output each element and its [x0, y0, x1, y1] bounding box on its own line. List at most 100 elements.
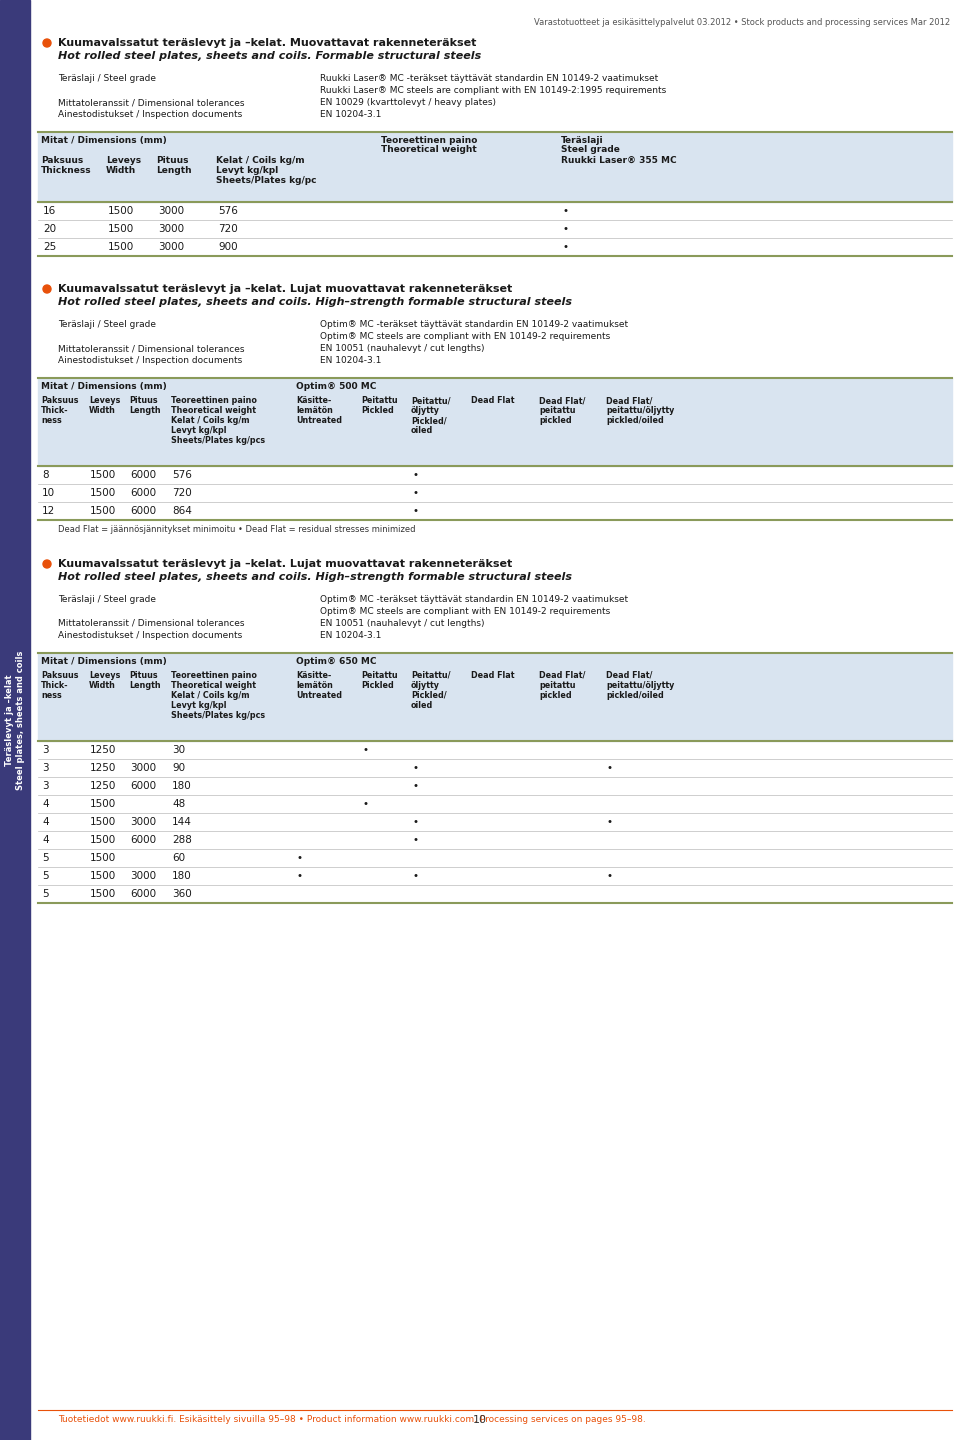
Text: Ainestodistukset / Inspection documents: Ainestodistukset / Inspection documents: [58, 356, 242, 364]
Text: 6000: 6000: [130, 780, 156, 791]
Text: 90: 90: [172, 763, 185, 773]
Text: 10: 10: [42, 488, 55, 498]
Text: 1250: 1250: [90, 744, 116, 755]
Text: Pituus: Pituus: [129, 396, 157, 405]
Text: Levyt kg/kpl: Levyt kg/kpl: [171, 701, 227, 710]
Text: Levyt kg/kpl: Levyt kg/kpl: [216, 166, 278, 176]
Text: Pickled/: Pickled/: [411, 416, 446, 425]
Text: Length: Length: [129, 681, 160, 690]
Text: •: •: [412, 871, 418, 881]
Text: •: •: [297, 852, 303, 863]
Text: 1500: 1500: [108, 225, 134, 233]
Text: Optim® MC -teräkset täyttävät standardin EN 10149-2 vaatimukset: Optim® MC -teräkset täyttävät standardin…: [320, 595, 628, 603]
Text: pickled/oiled: pickled/oiled: [606, 416, 663, 425]
Text: 180: 180: [172, 871, 192, 881]
Text: 48: 48: [172, 799, 185, 809]
Text: 8: 8: [42, 469, 49, 480]
Text: 1500: 1500: [90, 888, 116, 899]
Text: öljytty: öljytty: [411, 406, 440, 415]
Text: 12: 12: [42, 505, 56, 516]
Text: Ruukki Laser® MC -teräkset täyttävät standardin EN 10149-2 vaatimukset: Ruukki Laser® MC -teräkset täyttävät sta…: [320, 73, 659, 84]
Text: 1500: 1500: [90, 835, 116, 845]
Text: peitattu: peitattu: [539, 406, 575, 415]
Text: •: •: [563, 206, 569, 216]
Text: Sheets/Plates kg/pc: Sheets/Plates kg/pc: [216, 176, 317, 184]
Text: Käsitte-: Käsitte-: [296, 671, 331, 680]
Text: Theoretical weight: Theoretical weight: [381, 145, 477, 154]
Text: 3000: 3000: [158, 242, 184, 252]
Text: pickled/oiled: pickled/oiled: [606, 691, 663, 700]
Text: Teoreettinen paino: Teoreettinen paino: [381, 135, 477, 145]
Text: Kuumavalssatut teräslevyt ja –kelat. Lujat muovattavat rakenneteräkset: Kuumavalssatut teräslevyt ja –kelat. Luj…: [58, 559, 513, 569]
Text: Mitat / Dimensions (mm): Mitat / Dimensions (mm): [41, 382, 167, 392]
Text: Peitattu: Peitattu: [361, 396, 397, 405]
Text: 1500: 1500: [108, 242, 134, 252]
Text: ness: ness: [41, 691, 61, 700]
Text: 3000: 3000: [130, 763, 156, 773]
Text: 4: 4: [42, 799, 49, 809]
Text: peitattu/öljytty: peitattu/öljytty: [606, 681, 674, 690]
Text: 30: 30: [172, 744, 185, 755]
Text: Tuotetiedot www.ruukki.fi. Esikäsittely sivuilla 95–98 • Product information www: Tuotetiedot www.ruukki.fi. Esikäsittely …: [58, 1416, 646, 1424]
Text: Optim® 650 MC: Optim® 650 MC: [296, 657, 376, 665]
Text: 144: 144: [172, 816, 192, 827]
Text: •: •: [412, 835, 418, 845]
Text: 3000: 3000: [158, 225, 184, 233]
Text: oiled: oiled: [411, 701, 433, 710]
Text: 180: 180: [172, 780, 192, 791]
Text: Pickled: Pickled: [361, 406, 394, 415]
Text: •: •: [607, 763, 613, 773]
Text: Leveys: Leveys: [89, 396, 120, 405]
Text: Untreated: Untreated: [296, 416, 342, 425]
Text: •: •: [607, 871, 613, 881]
Text: 6000: 6000: [130, 488, 156, 498]
Text: Pituus: Pituus: [156, 156, 188, 166]
Text: Kuumavalssatut teräslevyt ja –kelat. Lujat muovattavat rakenneteräkset: Kuumavalssatut teräslevyt ja –kelat. Luj…: [58, 284, 513, 294]
Text: Dead Flat/: Dead Flat/: [539, 671, 586, 680]
Text: Width: Width: [89, 681, 116, 690]
Text: 4: 4: [42, 835, 49, 845]
Text: Theoretical weight: Theoretical weight: [171, 406, 256, 415]
Text: Optim® MC steels are compliant with EN 10149-2 requirements: Optim® MC steels are compliant with EN 1…: [320, 333, 611, 341]
Text: 1250: 1250: [90, 780, 116, 791]
Text: Teräslevyt ja –kelat
Steel plates, sheets and coils: Teräslevyt ja –kelat Steel plates, sheet…: [5, 651, 25, 789]
Text: lemätön: lemätön: [296, 681, 333, 690]
Text: pickled: pickled: [539, 691, 571, 700]
Text: Thick-: Thick-: [41, 406, 68, 415]
Text: Steel grade: Steel grade: [561, 145, 620, 154]
Text: 3: 3: [42, 744, 49, 755]
Text: Length: Length: [129, 406, 160, 415]
Text: Kuumavalssatut teräslevyt ja –kelat. Muovattavat rakenneteräkset: Kuumavalssatut teräslevyt ja –kelat. Muo…: [58, 37, 476, 48]
Text: Teoreettinen paino: Teoreettinen paino: [171, 671, 257, 680]
Text: 4: 4: [42, 816, 49, 827]
Text: 6000: 6000: [130, 469, 156, 480]
Text: •: •: [607, 816, 613, 827]
Text: EN 10051 (nauhalevyt / cut lengths): EN 10051 (nauhalevyt / cut lengths): [320, 619, 485, 628]
Text: •: •: [297, 871, 303, 881]
Text: peitattu: peitattu: [539, 681, 575, 690]
Text: Kelat / Coils kg/m: Kelat / Coils kg/m: [171, 416, 250, 425]
Text: öljytty: öljytty: [411, 681, 440, 690]
Text: Pickled/: Pickled/: [411, 691, 446, 700]
Text: Mittatoleranssit / Dimensional tolerances: Mittatoleranssit / Dimensional tolerance…: [58, 619, 245, 628]
Text: 10: 10: [473, 1416, 487, 1426]
Text: Dead Flat: Dead Flat: [471, 396, 515, 405]
Text: •: •: [412, 780, 418, 791]
Text: Teräslaji: Teräslaji: [561, 135, 604, 145]
Text: Peitattu/: Peitattu/: [411, 396, 450, 405]
Text: Pickled: Pickled: [361, 681, 394, 690]
Text: 720: 720: [172, 488, 192, 498]
Text: 5: 5: [42, 852, 49, 863]
Text: Hot rolled steel plates, sheets and coils. Formable structural steels: Hot rolled steel plates, sheets and coil…: [58, 50, 481, 60]
Text: Ainestodistukset / Inspection documents: Ainestodistukset / Inspection documents: [58, 631, 242, 639]
Text: pickled: pickled: [539, 416, 571, 425]
Text: Theoretical weight: Theoretical weight: [171, 681, 256, 690]
Text: 3: 3: [42, 780, 49, 791]
Bar: [38, 132, 952, 202]
Text: Mittatoleranssit / Dimensional tolerances: Mittatoleranssit / Dimensional tolerance…: [58, 98, 245, 107]
Text: •: •: [563, 242, 569, 252]
Text: •: •: [362, 744, 368, 755]
Text: 6000: 6000: [130, 505, 156, 516]
Text: Käsitte-: Käsitte-: [296, 396, 331, 405]
Text: Levyt kg/kpl: Levyt kg/kpl: [171, 426, 227, 435]
